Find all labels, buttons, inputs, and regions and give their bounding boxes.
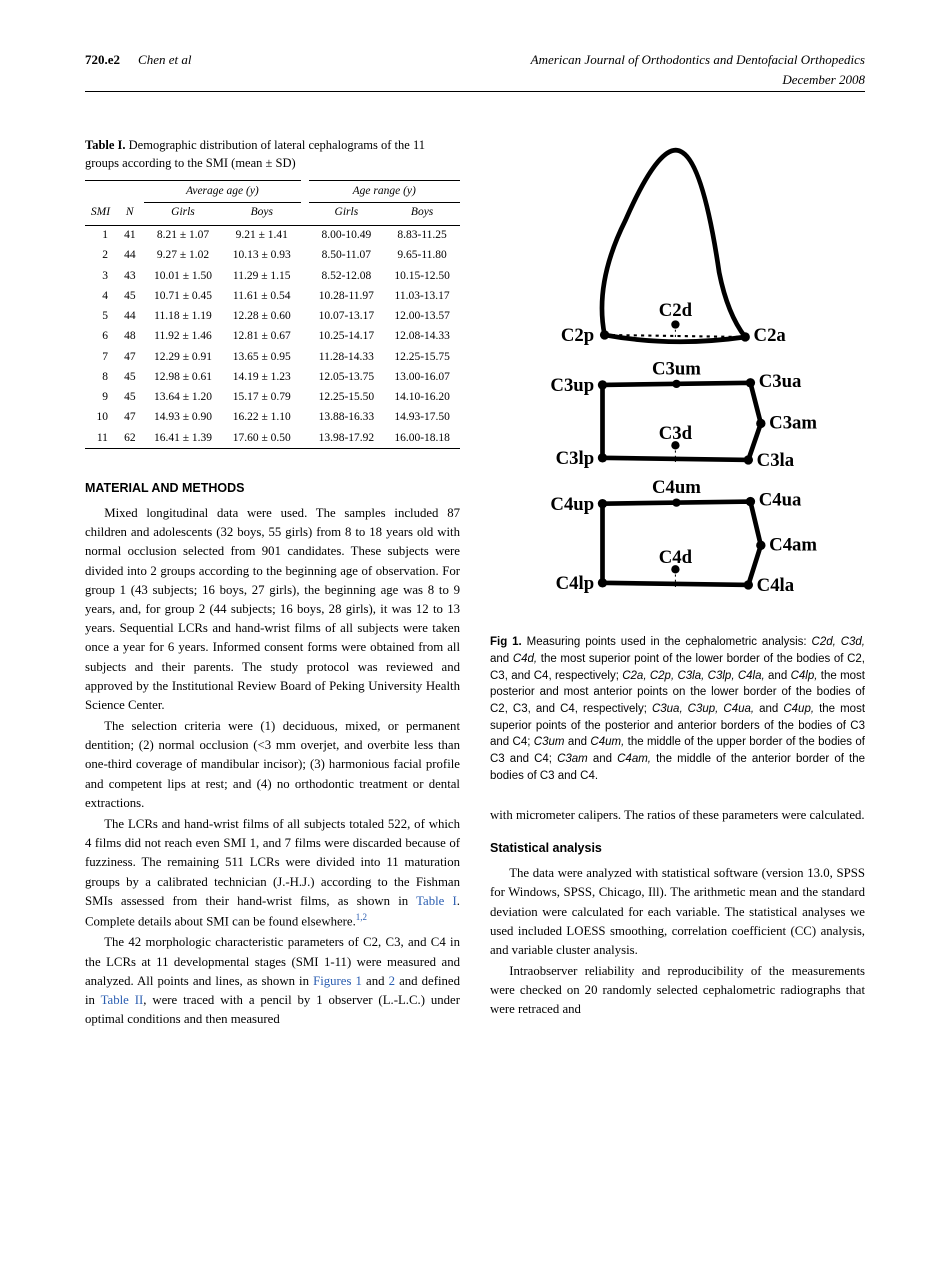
header-right: American Journal of Orthodontics and Den…: [531, 50, 865, 89]
header-authors: Chen et al: [138, 50, 191, 89]
col-smi: SMI: [85, 202, 116, 225]
col-range-girls: Girls: [309, 202, 385, 225]
table1-spanner-avg: Average age (y): [144, 181, 302, 203]
xref-table1[interactable]: Table I: [416, 894, 457, 908]
stat-para-2: Intraobserver reliability and reproducib…: [490, 962, 865, 1020]
lbl-c4am: C4am: [769, 535, 817, 556]
table-row: 54411.18 ± 1.1912.28 ± 0.6010.07-13.1712…: [85, 307, 460, 327]
left-column: Table I. Demographic distribution of lat…: [85, 137, 460, 1031]
table-row: 64811.92 ± 1.4612.81 ± 0.6710.25-14.1712…: [85, 327, 460, 347]
fig1-label: Fig 1.: [490, 636, 522, 648]
lbl-c4up: C4up: [550, 494, 594, 515]
mm-para-4: The 42 morphologic characteristic parame…: [85, 933, 460, 1029]
table-row: 1418.21 ± 1.079.21 ± 1.418.00-10.498.83-…: [85, 225, 460, 246]
lbl-c3lp: C3lp: [556, 448, 595, 469]
mm-para-3: The LCRs and hand-wrist films of all sub…: [85, 815, 460, 931]
table-row: 116216.41 ± 1.3917.60 ± 0.5013.98-17.921…: [85, 428, 460, 449]
journal-name: American Journal of Orthodontics and Den…: [531, 50, 865, 70]
table-row: 104714.93 ± 0.9016.22 ± 1.1013.88-16.331…: [85, 408, 460, 428]
lbl-c4ua: C4ua: [759, 490, 802, 511]
table-row: 74712.29 ± 0.9113.65 ± 0.9511.28-14.3312…: [85, 347, 460, 367]
col-avg-girls: Girls: [144, 202, 223, 225]
lbl-c4d: C4d: [659, 547, 693, 568]
lbl-c3d: C3d: [659, 423, 693, 444]
table-row: 94513.64 ± 1.2015.17 ± 0.7912.25-15.5014…: [85, 388, 460, 408]
stat-para-1: The data were analyzed with statistical …: [490, 864, 865, 960]
table1-spanner-range: Age range (y): [309, 181, 461, 203]
table1-caption: Table I. Demographic distribution of lat…: [85, 137, 460, 172]
figure-1-svg: C2d C2p C2a C3um C3up C3ua C3am C3d C3lp…: [490, 137, 865, 616]
lbl-c2d: C2d: [659, 300, 693, 321]
header-left: 720.e2 Chen et al: [85, 50, 191, 89]
xref-table2[interactable]: Table II: [101, 993, 144, 1007]
lbl-c2a: C2a: [754, 325, 787, 346]
running-header: 720.e2 Chen et al American Journal of Or…: [85, 50, 865, 92]
lbl-c3up: C3up: [550, 375, 594, 396]
table1-label: Table I.: [85, 138, 126, 152]
lbl-c3um: C3um: [652, 358, 701, 379]
lbl-c3la: C3la: [757, 450, 795, 471]
table-row: 44510.71 ± 0.4511.61 ± 0.5410.28-11.9711…: [85, 286, 460, 306]
lbl-c3ua: C3ua: [759, 371, 802, 392]
table1: Average age (y) Age range (y) SMI N Girl…: [85, 180, 460, 449]
lbl-c4um: C4um: [652, 477, 701, 498]
lbl-c4la: C4la: [757, 575, 795, 596]
issue-date: December 2008: [531, 70, 865, 90]
lbl-c2p: C2p: [561, 325, 594, 346]
page-number: 720.e2: [85, 50, 120, 89]
col2-continuation: with micrometer calipers. The ratios of …: [490, 806, 865, 825]
table1-caption-text: Demographic distribution of lateral ceph…: [85, 138, 425, 170]
col-avg-boys: Boys: [222, 202, 301, 225]
figure-1: C2d C2p C2a C3um C3up C3ua C3am C3d C3lp…: [490, 137, 865, 616]
figure-1-caption: Fig 1. Measuring points used in the ceph…: [490, 634, 865, 784]
col-range-boys: Boys: [384, 202, 460, 225]
table-row: 84512.98 ± 0.6114.19 ± 1.2312.05-13.7513…: [85, 367, 460, 387]
table-row: 34310.01 ± 1.5011.29 ± 1.158.52-12.0810.…: [85, 266, 460, 286]
mm-para-1: Mixed longitudinal data were used. The s…: [85, 504, 460, 715]
mm-para-2: The selection criteria were (1) deciduou…: [85, 717, 460, 813]
col-n: N: [116, 202, 144, 225]
table1-body: 1418.21 ± 1.079.21 ± 1.418.00-10.498.83-…: [85, 225, 460, 449]
statistical-analysis-heading: Statistical analysis: [490, 839, 865, 858]
lbl-c4lp: C4lp: [556, 573, 595, 594]
material-methods-heading: MATERIAL AND METHODS: [85, 479, 460, 498]
lbl-c3am: C3am: [769, 413, 817, 434]
xref-refs-1-2[interactable]: 1,2: [356, 912, 367, 922]
table-row: 2449.27 ± 1.0210.13 ± 0.938.50-11.079.65…: [85, 246, 460, 266]
xref-fig1[interactable]: Figures 1: [313, 974, 362, 988]
right-column: C2d C2p C2a C3um C3up C3ua C3am C3d C3lp…: [490, 137, 865, 1031]
